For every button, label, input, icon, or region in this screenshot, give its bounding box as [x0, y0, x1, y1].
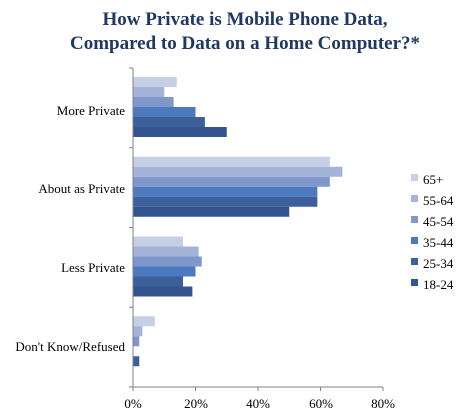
chart-title-line-2: Compared to Data on a Home Computer?* [70, 33, 420, 54]
legend-label-65-plus: 65+ [423, 172, 443, 187]
category-label-about-as-private: About as Private [38, 181, 125, 196]
legend-swatch-35-44 [411, 237, 418, 244]
bar-less-private-25-34 [133, 276, 183, 287]
legend-swatch-65-plus [411, 174, 418, 181]
bar-less-private-18-24 [133, 286, 193, 297]
bar-about-as-private-18-24 [133, 206, 290, 217]
category-label-less-private: Less Private [61, 260, 125, 275]
legend-label-55-64: 55-64 [423, 193, 454, 208]
bar-less-private-45-54 [133, 256, 202, 267]
legend-swatch-55-64 [411, 195, 418, 202]
bar-less-private-35-44 [133, 266, 196, 277]
bar-don-t-know-refused-65-plus [133, 316, 155, 327]
legend-label-35-44: 35-44 [423, 235, 454, 250]
legend-swatch-18-24 [411, 279, 418, 286]
bar-more-private-45-54 [133, 97, 174, 107]
category-label-dont-know-refused: Don't Know/Refused [15, 339, 125, 354]
legend-swatch-25-34 [411, 258, 418, 265]
legend-swatch-45-54 [411, 216, 418, 223]
bar-less-private-55-64 [133, 246, 199, 257]
bar-more-private-55-64 [133, 87, 165, 97]
x-tick-label-2: 40% [246, 396, 270, 411]
bar-don-t-know-refused-25-34 [133, 356, 140, 367]
bar-less-private-65-plus [133, 236, 183, 247]
x-tick-label-0: 0% [124, 396, 142, 411]
bar-about-as-private-65-plus [133, 156, 330, 167]
bar-more-private-35-44 [133, 107, 196, 117]
bar-about-as-private-45-54 [133, 176, 330, 187]
chart-title-line-1: How Private is Mobile Phone Data, [103, 9, 388, 30]
bar-more-private-18-24 [133, 127, 227, 137]
bar-about-as-private-55-64 [133, 166, 343, 177]
bar-more-private-65-plus [133, 77, 177, 87]
legend-label-18-24: 18-24 [423, 277, 454, 292]
bar-about-as-private-35-44 [133, 186, 318, 197]
x-tick-label-1: 20% [184, 396, 208, 411]
legend-label-25-34: 25-34 [423, 256, 454, 271]
bar-don-t-know-refused-45-54 [133, 336, 140, 347]
bar-about-as-private-25-34 [133, 196, 318, 207]
bar-don-t-know-refused-55-64 [133, 326, 143, 337]
bar-more-private-25-34 [133, 117, 205, 127]
x-tick-label-3: 60% [309, 396, 333, 411]
legend-label-45-54: 45-54 [423, 214, 454, 229]
x-tick-label-4: 80% [371, 396, 395, 411]
category-label-more-private: More Private [57, 103, 125, 118]
